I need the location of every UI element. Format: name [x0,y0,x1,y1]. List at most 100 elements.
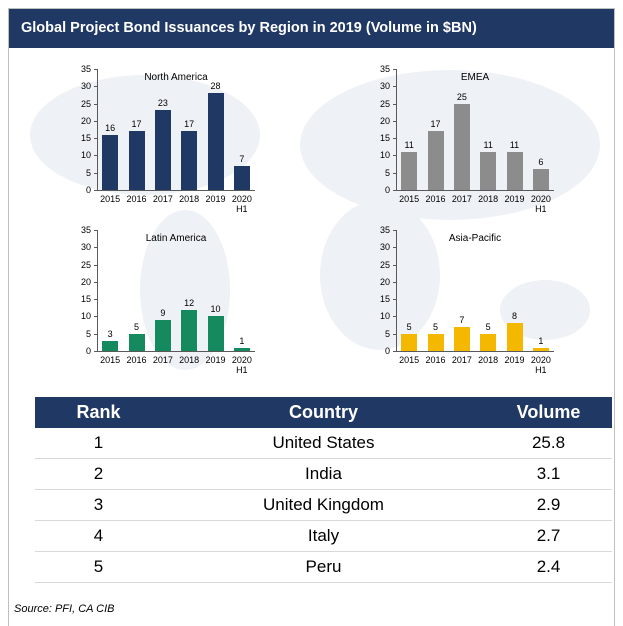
y-tick-label: 5 [85,328,91,339]
tick-mark [393,351,396,352]
table-cell: India [161,458,486,490]
bar [102,134,119,190]
tick-mark [393,264,396,266]
tick-mark [94,190,97,191]
value-label: 11 [509,139,520,150]
bar-chart: 0 5 10 15 20 25 30 35 North America 2015 16 2016 17 2… [81,64,255,214]
tick-mark [393,138,396,140]
bar [207,93,224,190]
value-label: 5 [133,321,139,332]
source-note: Source: PFI, CA CIB [14,603,115,615]
table-cell: United Kingdom [161,489,486,521]
x-tick-label: 2018 [179,355,200,365]
x-tick-label: 2017 [451,194,472,204]
y-tick-label: 20 [80,276,91,287]
bar [532,347,549,351]
bar [154,319,171,351]
value-label: 5 [485,321,491,332]
y-tick-label: 5 [384,328,390,339]
bar-chart: 0 5 10 15 20 25 30 35 Latin America 2015 3 2016 5 201… [81,225,255,375]
table-cell: Italy [161,520,486,552]
y-tick-label: 5 [85,167,91,178]
table-row: 3 United Kingdom 2.9 [35,489,612,521]
y-tick-label: 0 [85,185,91,195]
table-cell: 3 [35,489,162,521]
tick-mark [393,69,396,70]
tick-mark [393,281,396,283]
table-cell: 4 [35,520,162,552]
tick-mark [94,264,97,266]
column-header: Country [161,397,486,428]
x-tick-label: 2018 [478,194,499,204]
y-tick-label: 30 [80,81,91,92]
tick-mark [393,299,396,301]
y-tick-label: 20 [80,115,91,126]
table-row: 2 India 3.1 [35,458,612,490]
bar [128,333,145,351]
tick-mark [94,86,97,88]
tick-mark [393,316,396,318]
value-label: 7 [459,314,465,325]
y-tick-label: 35 [379,225,390,235]
x-axis [97,351,255,352]
x-tick-label: 2020 H1 [231,194,252,214]
map-shape [320,200,440,350]
bar [480,333,497,351]
x-tick-label: 2019 [205,355,226,365]
value-label: 1 [239,335,245,346]
x-tick-label: 2015 [399,355,420,365]
table-cell: 2.9 [485,489,612,521]
bar [401,151,418,190]
tick-mark [94,333,97,335]
x-tick-label: 2015 [100,194,121,204]
tick-mark [393,172,396,174]
bar [154,110,171,190]
chart-title: North America [144,72,208,83]
x-tick-label: 2017 [152,194,173,204]
y-tick-label: 35 [80,64,91,74]
bar [453,103,470,190]
tick-mark [393,230,396,231]
y-tick-label: 20 [379,115,390,126]
x-tick-label: 2019 [504,355,525,365]
y-tick-label: 25 [80,259,91,270]
x-tick-label: 2018 [179,194,200,204]
bar [427,131,444,190]
column-header: Volume [485,397,612,428]
value-label: 5 [406,321,412,332]
tick-mark [393,190,396,191]
x-tick-label: 2017 [152,355,173,365]
tick-mark [94,172,97,174]
bar [532,169,549,190]
page-title: Global Project Bond Issuances by Region … [9,9,614,48]
table-header: Rank Country Volume [35,397,612,428]
table-cell: 1 [35,428,162,459]
x-axis [97,190,255,191]
y-axis [97,69,98,190]
value-label: 17 [184,119,195,130]
bar [207,316,224,351]
table-row: 4 Italy 2.7 [35,520,612,552]
table-cell: United States [161,428,486,459]
tick-mark [393,120,396,122]
table-cell: 2 [35,458,162,490]
tick-mark [94,138,97,140]
tick-mark [94,155,97,157]
tick-mark [94,281,97,283]
value-label: 6 [538,157,544,168]
bar-chart: 0 5 10 15 20 25 30 35 Asia-Pacific 2015 5 2016 5 2017… [380,225,554,375]
tick-mark [94,230,97,231]
value-label: 17 [430,119,441,130]
y-axis [396,69,397,190]
y-tick-label: 15 [80,133,91,144]
value-label: 5 [432,321,438,332]
x-axis [396,351,554,352]
tick-mark [393,333,396,335]
bar [401,333,418,351]
value-label: 16 [105,122,116,133]
y-tick-label: 15 [80,294,91,305]
bar [102,340,119,351]
table-cell: Peru [161,551,486,583]
map-shape [300,70,600,220]
